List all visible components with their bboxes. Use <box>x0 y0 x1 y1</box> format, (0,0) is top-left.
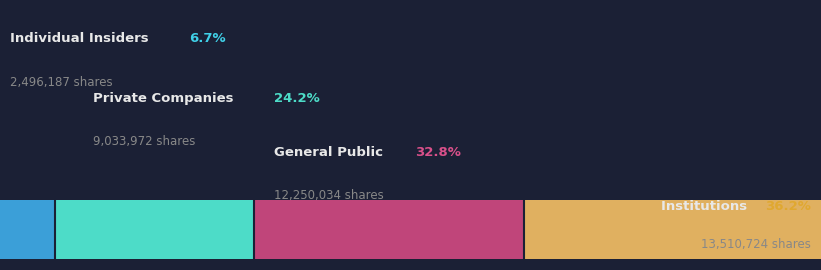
Text: 2,496,187 shares: 2,496,187 shares <box>10 76 112 89</box>
Bar <box>55 200 254 259</box>
Text: Institutions: Institutions <box>661 200 752 213</box>
Text: 36.2%: 36.2% <box>765 200 811 213</box>
Text: Private Companies: Private Companies <box>93 92 233 105</box>
Text: 32.8%: 32.8% <box>415 146 461 159</box>
Text: Individual Insiders: Individual Insiders <box>10 32 149 45</box>
Bar <box>254 200 524 259</box>
Text: 24.2%: 24.2% <box>274 92 320 105</box>
Text: 12,250,034 shares: 12,250,034 shares <box>274 189 384 202</box>
Text: General Public: General Public <box>274 146 383 159</box>
Bar <box>0 200 55 259</box>
Text: 6.7%: 6.7% <box>189 32 225 45</box>
Text: 13,510,724 shares: 13,510,724 shares <box>701 238 811 251</box>
Bar <box>524 200 821 259</box>
Text: 9,033,972 shares: 9,033,972 shares <box>93 135 195 148</box>
